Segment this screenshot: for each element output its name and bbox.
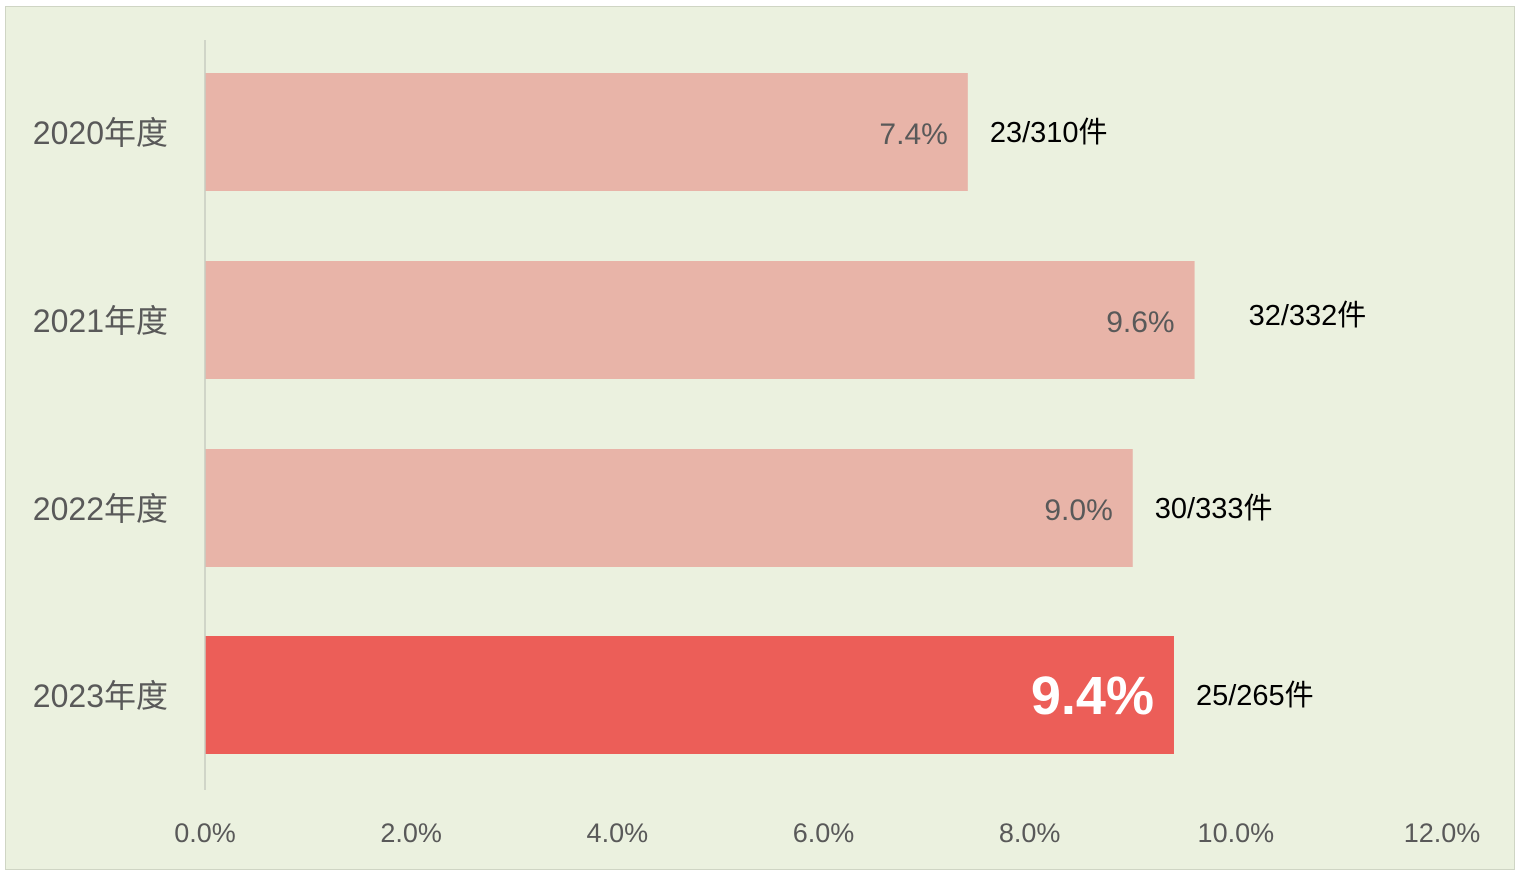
bar-2 [205,449,1133,567]
count-label-2: 30/333件 [1155,492,1273,525]
count-label-3: 25/265件 [1196,679,1314,712]
x-tick-label-5: 10.0% [1198,818,1275,848]
category-label-1: 2021年度 [33,303,168,339]
count-label-1: 32/332件 [1249,299,1367,332]
value-label-3: 9.4% [1031,666,1154,726]
value-label-1: 9.6% [1106,306,1174,339]
count-label-0: 23/310件 [990,116,1108,149]
value-label-2: 9.0% [1044,494,1112,527]
x-tick-label-6: 12.0% [1404,818,1481,848]
value-label-0: 7.4% [879,118,947,151]
bar-1 [205,261,1195,379]
bar-3 [205,636,1174,754]
x-tick-label-4: 8.0% [999,818,1061,848]
x-tick-label-0: 0.0% [174,818,236,848]
category-label-0: 2020年度 [33,115,168,151]
category-label-2: 2022年度 [33,491,168,527]
category-label-3: 2023年度 [33,678,168,714]
bar-0 [205,73,968,191]
x-tick-label-3: 6.0% [793,818,855,848]
x-tick-label-1: 2.0% [380,818,442,848]
x-tick-label-2: 4.0% [587,818,649,848]
